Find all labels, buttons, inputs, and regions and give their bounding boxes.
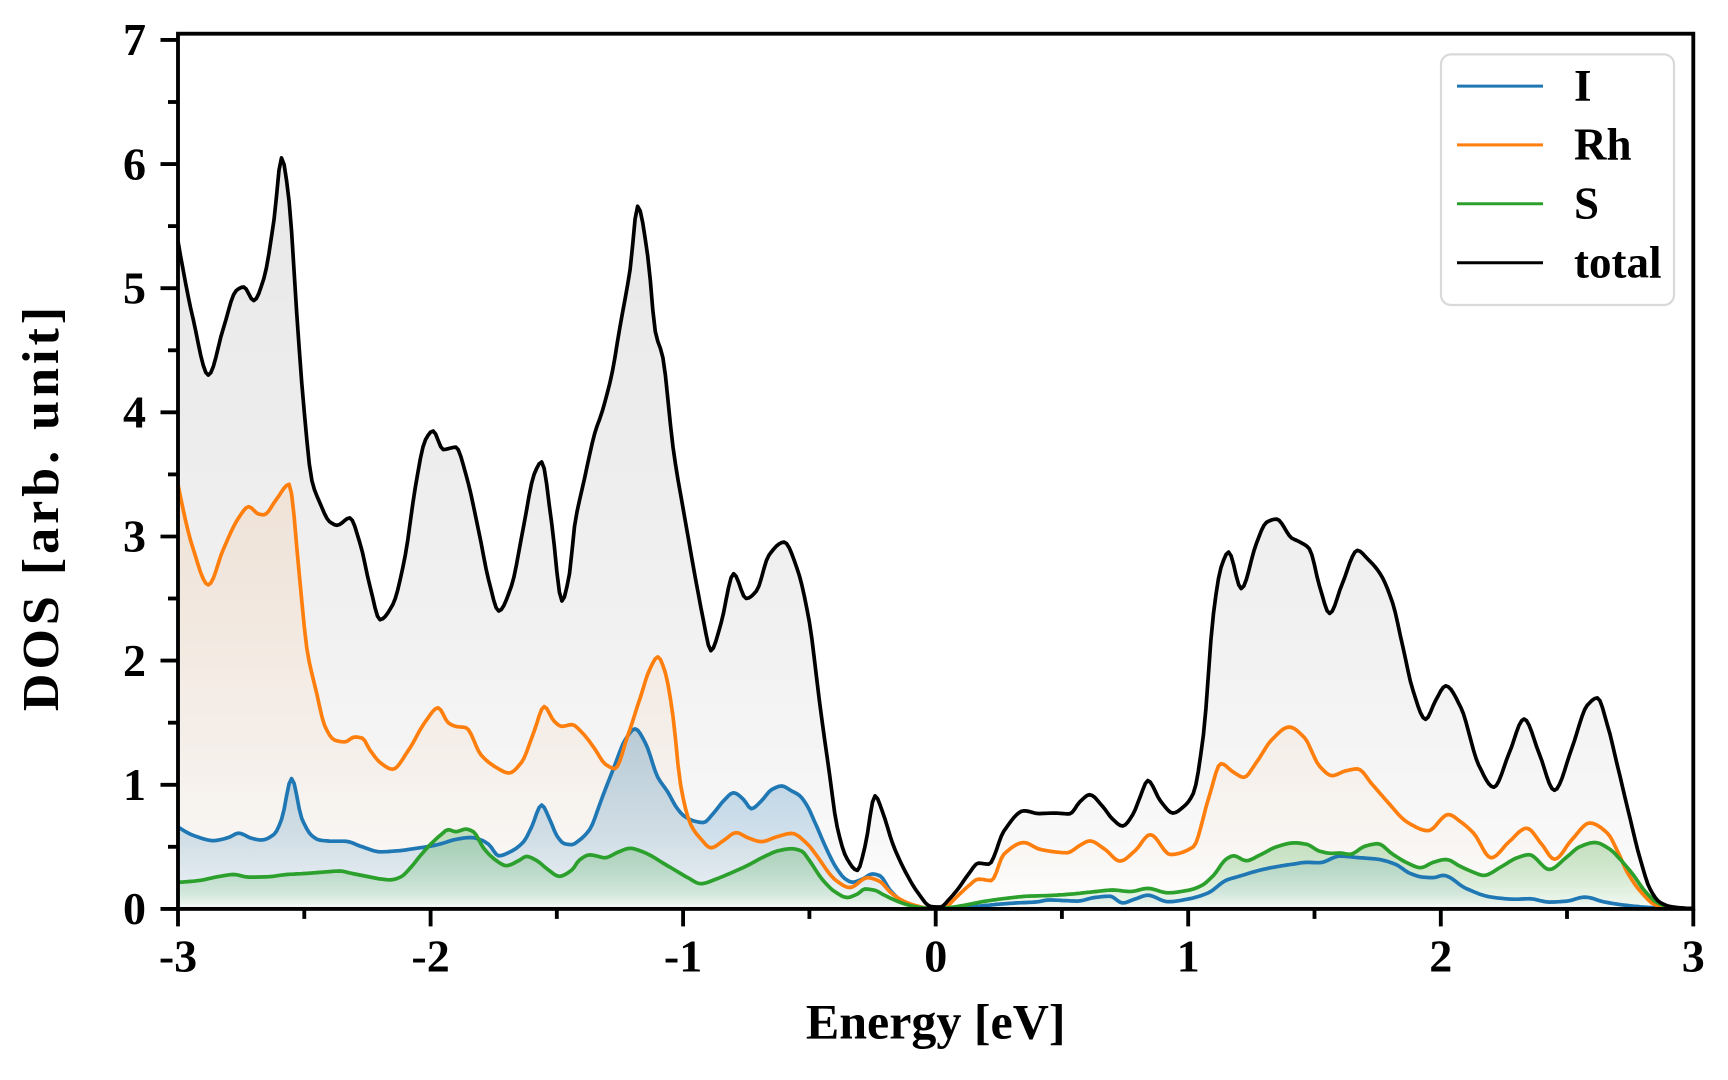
svg-text:7: 7	[123, 14, 146, 65]
svg-text:-1: -1	[664, 931, 702, 982]
svg-text:0: 0	[924, 931, 947, 982]
svg-text:Rh: Rh	[1574, 120, 1632, 170]
svg-text:5: 5	[123, 262, 146, 313]
svg-text:1: 1	[1177, 931, 1200, 982]
svg-text:2: 2	[1429, 931, 1452, 982]
svg-text:0: 0	[123, 883, 146, 934]
svg-text:I: I	[1574, 61, 1592, 111]
svg-text:DOS [arb. unit]: DOS [arb. unit]	[13, 303, 70, 711]
svg-text:3: 3	[123, 511, 146, 562]
svg-text:total: total	[1574, 237, 1661, 287]
svg-text:3: 3	[1682, 931, 1705, 982]
svg-text:6: 6	[123, 138, 146, 189]
svg-text:-3: -3	[159, 931, 197, 982]
svg-text:-2: -2	[411, 931, 449, 982]
svg-text:4: 4	[123, 387, 146, 438]
svg-text:Energy [eV]: Energy [eV]	[806, 994, 1066, 1050]
svg-text:2: 2	[123, 635, 146, 686]
svg-text:1: 1	[123, 759, 146, 810]
svg-text:S: S	[1574, 179, 1599, 229]
